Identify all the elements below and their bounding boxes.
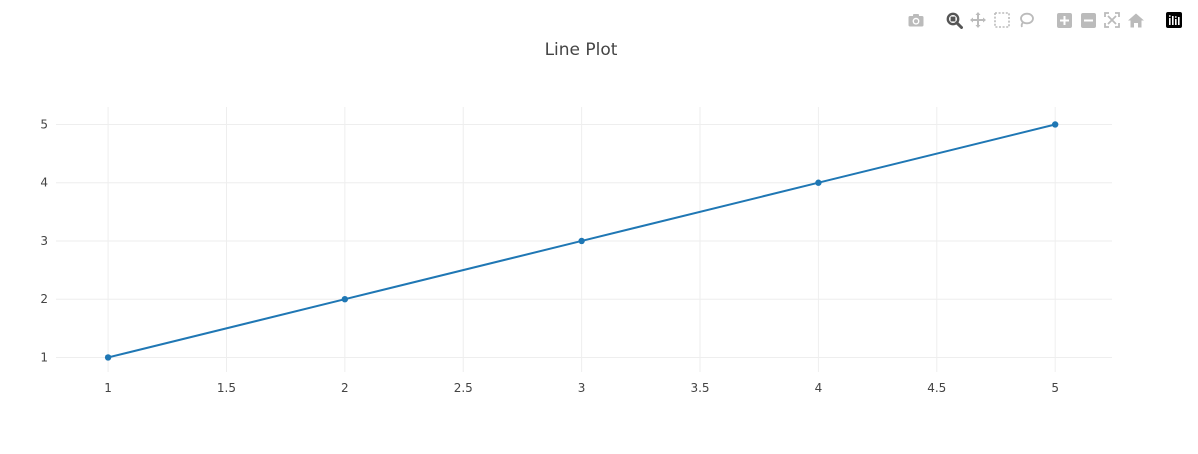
modebar-group-zoom: [1052, 10, 1148, 30]
y-tick-label: 3: [40, 234, 48, 248]
y-tick-label: 1: [40, 350, 48, 364]
x-axis-ticks: 1 1.5 2 2.5 3 3.5 4 4.5 5: [104, 381, 1059, 395]
x-tick-label: 1: [104, 381, 112, 395]
x-tick-label: 1.5: [217, 381, 236, 395]
autoscale-icon[interactable]: [1100, 10, 1124, 30]
data-point[interactable]: [815, 179, 822, 186]
x-tick-label: 4: [815, 381, 823, 395]
camera-icon[interactable]: [904, 10, 928, 30]
data-point[interactable]: [104, 354, 112, 361]
data-point[interactable]: [341, 295, 349, 303]
series-markers: [104, 121, 1059, 361]
x-tick-label: 2.5: [454, 381, 473, 395]
modebar-group-export: [904, 10, 928, 30]
modebar-group-logo: [1162, 10, 1186, 30]
y-tick-label: 5: [40, 117, 48, 131]
lasso-select-icon[interactable]: [1014, 10, 1038, 30]
y-tick-label: 4: [40, 176, 48, 190]
x-tick-label: 4.5: [927, 381, 946, 395]
x-tick-label: 3: [578, 381, 586, 395]
x-tick-label: 5: [1051, 381, 1059, 395]
data-point[interactable]: [578, 237, 585, 245]
plotly-logo-icon[interactable]: [1162, 10, 1186, 30]
zoom-out-icon[interactable]: [1076, 10, 1100, 30]
modebar-toolbar: [904, 10, 1186, 30]
reset-axes-icon[interactable]: [1124, 10, 1148, 30]
pan-icon[interactable]: [966, 10, 990, 30]
chart-title: Line Plot: [544, 40, 618, 60]
zoom-in-icon[interactable]: [1052, 10, 1076, 30]
modebar-group-drag: [942, 10, 1038, 30]
y-tick-label: 2: [40, 292, 48, 306]
x-tick-label: 2: [341, 381, 349, 395]
y-axis-ticks: 1 2 3 4 5: [40, 117, 48, 364]
zoom-icon[interactable]: [942, 10, 966, 30]
x-tick-label: 3.5: [690, 381, 709, 395]
data-point[interactable]: [1051, 121, 1059, 128]
